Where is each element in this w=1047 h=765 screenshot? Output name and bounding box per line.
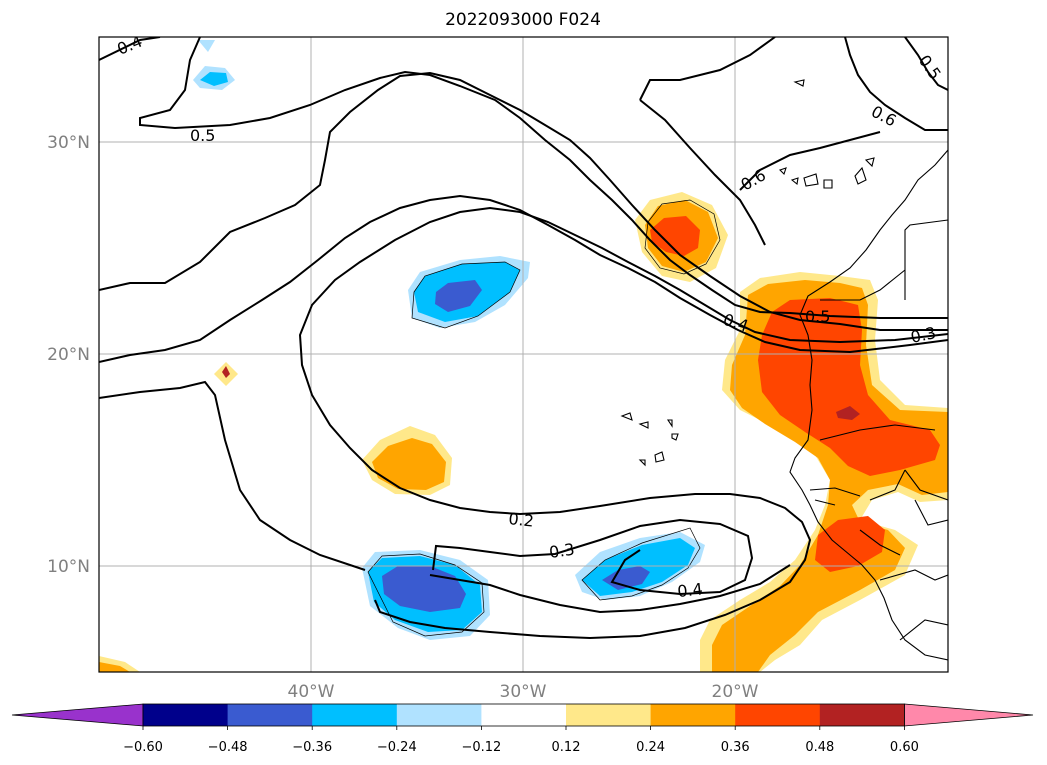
lat-label-10n: 10°N xyxy=(47,557,90,577)
colorbar-extend-max xyxy=(904,703,1034,727)
contour-label: 0.4 xyxy=(114,32,145,59)
lat-label-20n: 20°N xyxy=(47,345,90,365)
shading-layer xyxy=(99,40,948,672)
positive-very-strong xyxy=(222,366,860,420)
contour-label: 0.3 xyxy=(909,323,938,347)
shading-outlines xyxy=(367,199,721,637)
map-frame xyxy=(98,36,949,673)
contour-label: 0.6 xyxy=(738,165,770,194)
negative-halo xyxy=(193,40,705,640)
map-area: 0.4 0.5 0.6 0.5 0.6 0.4 0.5 0.3 0.2 0.3 … xyxy=(99,32,948,672)
colorbar-swatch xyxy=(312,704,398,726)
contour-label: 0.5 xyxy=(190,126,215,145)
colorbar-swatch xyxy=(227,704,313,726)
contour-label: 0.6 xyxy=(868,102,899,131)
contour-label: 0.5 xyxy=(805,307,830,326)
colorbar-tick-label: 0.60 xyxy=(890,740,919,755)
colorbar-extend-min xyxy=(11,703,144,727)
contour-label: 0.3 xyxy=(548,540,576,562)
colorbar-tick-label: 0.36 xyxy=(721,740,750,755)
colorbar-tick-label: −0.48 xyxy=(208,740,248,755)
map-title: 2022093000 F024 xyxy=(445,10,601,30)
lon-label-40w: 40°W xyxy=(288,682,335,702)
lat-label-30n: 30°N xyxy=(47,133,90,153)
lon-label-30w: 30°W xyxy=(500,682,547,702)
coastlines xyxy=(620,79,948,661)
colorbar-tick-label: −0.60 xyxy=(123,740,163,755)
colorbar-tick-label: 0.24 xyxy=(636,740,665,755)
positive-strong xyxy=(650,216,940,572)
colorbar-tick-label: 0.12 xyxy=(552,740,581,755)
colorbar: −0.60 −0.48 −0.36 −0.24 −0.12 0.12 0.24 0.36 0.4… xyxy=(11,703,1034,755)
contour-lines xyxy=(99,37,948,640)
colorbar-tick-label: −0.24 xyxy=(377,740,417,755)
colorbar-tick-label: −0.36 xyxy=(292,740,332,755)
colorbar-frame xyxy=(142,703,905,727)
gridlines xyxy=(99,37,948,672)
colorbar-swatch xyxy=(650,704,736,726)
colorbar-swatch xyxy=(481,704,567,726)
colorbar-swatch xyxy=(566,704,652,726)
colorbar-swatch xyxy=(735,704,821,726)
colorbar-swatch xyxy=(396,704,482,726)
colorbar-tick-label: −0.12 xyxy=(461,740,501,755)
contour-labels: 0.4 0.5 0.6 0.5 0.6 0.4 0.5 0.3 0.2 0.3 … xyxy=(114,32,945,601)
colorbar-tick-label: 0.48 xyxy=(805,740,834,755)
colorbar-swatch xyxy=(143,704,229,726)
colorbar-swatch xyxy=(819,704,905,726)
contour-label: 0.4 xyxy=(676,579,703,601)
lon-label-20w: 20°W xyxy=(712,682,759,702)
contour-label: 0.2 xyxy=(508,509,535,531)
